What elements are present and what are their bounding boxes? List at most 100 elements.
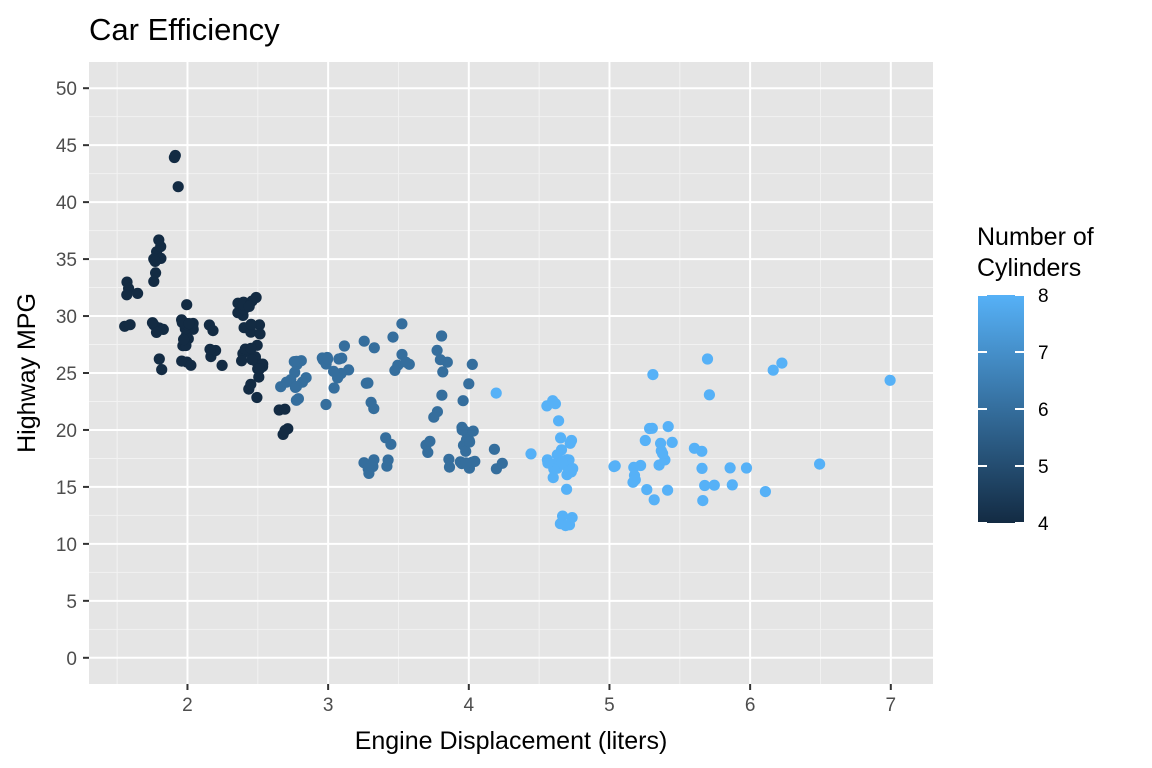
data-point (148, 275, 160, 287)
data-point (463, 378, 475, 390)
y-tick-label: 30 (56, 307, 77, 328)
data-point (253, 363, 265, 375)
data-point (124, 319, 136, 331)
data-point (365, 396, 377, 408)
data-point (245, 318, 257, 330)
data-point (389, 364, 401, 376)
data-point (708, 479, 720, 491)
data-point (525, 448, 537, 460)
data-point (644, 422, 656, 435)
y-tick-label: 5 (66, 592, 77, 613)
data-point (431, 344, 443, 356)
y-tick-label: 25 (56, 364, 77, 385)
data-point (150, 326, 163, 338)
data-point (204, 343, 216, 355)
data-point (567, 463, 579, 475)
colorbar-ticks: 4 5 6 7 8 (978, 286, 1049, 535)
data-point (172, 181, 184, 193)
colorbar-tick-label: 4 (1038, 514, 1049, 535)
data-point (443, 453, 455, 465)
data-point (422, 446, 434, 458)
data-point (641, 484, 653, 496)
data-point (469, 455, 481, 467)
grid-major (89, 62, 933, 684)
y-tick-label: 45 (56, 136, 77, 157)
data-point (121, 289, 133, 301)
data-point (250, 291, 262, 304)
data-point (254, 328, 266, 340)
data-point (328, 382, 340, 394)
data-point (555, 432, 567, 444)
data-point (547, 472, 559, 484)
data-point (153, 353, 165, 365)
data-point (290, 394, 302, 406)
data-point (279, 424, 291, 437)
data-points (119, 149, 896, 532)
data-point (648, 494, 660, 506)
data-point (322, 353, 334, 365)
data-point (566, 511, 578, 524)
y-axis: 0 5 10 15 20 25 30 35 40 45 50 (56, 79, 89, 670)
data-point (456, 424, 468, 436)
data-point (132, 287, 144, 299)
data-point (490, 387, 502, 399)
data-point (639, 434, 651, 447)
data-point (236, 355, 248, 367)
data-point (662, 484, 674, 496)
x-tick-label: 7 (886, 695, 897, 716)
data-point (457, 395, 469, 407)
x-tick-label: 2 (182, 695, 193, 716)
y-tick-label: 50 (56, 79, 77, 100)
data-point (740, 462, 753, 474)
data-point (207, 325, 219, 337)
data-point (360, 377, 372, 389)
data-point (338, 340, 350, 352)
data-point (183, 318, 195, 330)
data-point (181, 299, 193, 311)
data-point (488, 443, 500, 455)
data-point (363, 467, 375, 479)
data-point (290, 381, 302, 393)
data-point (176, 355, 188, 367)
x-tick-label: 3 (323, 695, 334, 716)
data-point (424, 435, 436, 447)
data-point (280, 376, 292, 388)
chart-title: Car Efficiency (89, 12, 280, 47)
data-point (466, 358, 478, 370)
grid-minor (89, 62, 933, 684)
data-point (387, 331, 399, 343)
data-point (701, 353, 714, 365)
data-point (655, 437, 667, 449)
data-point (243, 300, 255, 312)
data-point (150, 267, 162, 279)
data-point (146, 317, 159, 329)
data-point (884, 374, 896, 386)
data-point (149, 255, 161, 267)
data-point (382, 454, 394, 466)
colorbar-tick-label: 8 (1038, 286, 1049, 307)
data-point (635, 459, 647, 472)
data-point (767, 364, 779, 376)
data-point (385, 438, 397, 450)
data-point (565, 434, 578, 447)
data-point (153, 234, 165, 246)
data-point (169, 149, 181, 162)
data-point (253, 371, 265, 383)
data-point (724, 462, 736, 474)
data-point (726, 479, 738, 491)
y-tick-label: 20 (56, 421, 77, 442)
data-point (396, 318, 408, 330)
legend: Number of Cylinders 4 5 6 7 8 (977, 223, 1094, 535)
data-point (759, 486, 772, 498)
data-point (699, 479, 711, 492)
data-point (662, 421, 674, 433)
legend-title-line-2: Cylinders (977, 254, 1081, 282)
data-point (336, 352, 348, 364)
x-tick-label: 4 (464, 695, 475, 716)
data-point (776, 357, 788, 369)
data-point (460, 457, 472, 469)
data-point (560, 520, 572, 532)
data-point (245, 378, 257, 390)
data-point (467, 425, 479, 437)
